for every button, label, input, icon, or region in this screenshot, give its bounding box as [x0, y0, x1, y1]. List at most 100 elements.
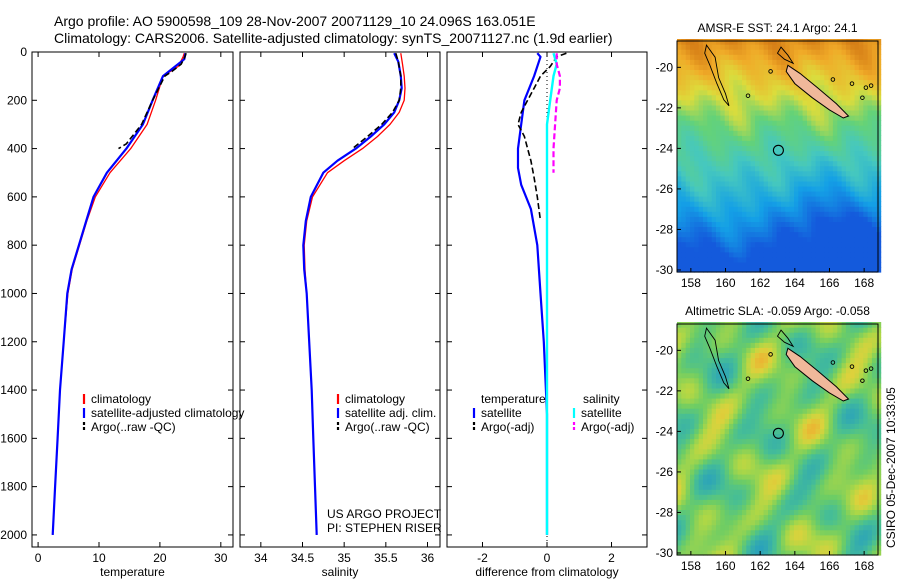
- profile-panel-1: 0 10 20 30 0 200 400 600 800 1000 1200 1400 1600 1800…: [0, 45, 234, 579]
- y-tick-label: 1600: [0, 431, 27, 445]
- island-marker: [768, 69, 773, 74]
- y-tick-label: 600: [7, 190, 27, 204]
- legend-satellite: satellite adj. clim.: [336, 406, 436, 420]
- island-marker: [849, 364, 855, 369]
- y-tick-label: 200: [7, 93, 27, 107]
- x-tick-label: 164: [785, 276, 805, 290]
- sla-map: 158 160 162 164 166 168 -20 -22 -24 -26 -28 -30 Alti…: [656, 304, 882, 573]
- figure-title-line1: Argo profile: AO 5900598_109 28-Nov-2007…: [54, 13, 536, 29]
- y-tick-label: 1800: [0, 480, 27, 494]
- x-tick-label: 158: [681, 276, 701, 290]
- x-tick-label: 35.5: [374, 551, 398, 565]
- side-stamp: CSIRO 05-Dec-2007 10:33:05: [884, 387, 898, 548]
- legend-label: Argo(-adj): [481, 420, 534, 434]
- y-tick-label: 800: [7, 238, 27, 252]
- x-tick-label: 30: [214, 551, 228, 565]
- legend-climatology: climatology: [82, 392, 151, 406]
- y-tick-label: -22: [656, 101, 674, 115]
- legend-label: satellite: [481, 406, 522, 420]
- x-tick-label: 0: [544, 551, 551, 565]
- series-line: [51, 52, 187, 535]
- x-tick-label: 35: [337, 551, 351, 565]
- island-marker: [745, 376, 751, 381]
- y-tick-label: -28: [656, 222, 674, 236]
- x-tick-label: 162: [750, 276, 770, 290]
- legend-argo: Argo(..raw -QC): [82, 420, 176, 434]
- legend-title-salinity: salinity: [583, 392, 620, 406]
- y-tick-label: -30: [656, 546, 674, 560]
- map-frame: [676, 40, 879, 273]
- project-text-line1: US ARGO PROJECT: [327, 507, 442, 521]
- x-tick-label: 2: [608, 551, 615, 565]
- map-frame: [676, 323, 879, 556]
- x-tick-label: 160: [716, 276, 736, 290]
- x-axis-label: temperature: [100, 565, 165, 579]
- y-tick-label: -26: [656, 182, 674, 196]
- plot-frame: [239, 51, 441, 548]
- y-tick-label: 2000: [0, 528, 27, 542]
- island-marker: [849, 81, 855, 86]
- x-tick-label: 20: [153, 551, 167, 565]
- y-tick-label: -22: [656, 384, 674, 398]
- island-marker: [830, 360, 836, 365]
- x-axis-label: salinity: [322, 565, 359, 579]
- x-tick-label: 0: [35, 551, 42, 565]
- new-caledonia-island: [785, 64, 850, 119]
- y-tick-label: -20: [656, 60, 674, 74]
- y-tick-label: 0: [20, 45, 27, 59]
- legend-label: satellite adj. clim.: [345, 406, 436, 420]
- sst-map: 158 160 162 164 166 168 -20 -22 -24 -26 -28 -30 AMSR…: [656, 21, 882, 290]
- island-marker: [863, 368, 869, 373]
- legend-label: satellite-adjusted climatology: [91, 406, 244, 420]
- map-title: Altimetric SLA: -0.059 Argo: -0.058: [685, 304, 870, 318]
- legend-sal-satellite: satellite: [572, 406, 622, 420]
- x-tick-label: 10: [92, 551, 106, 565]
- x-tick-label: 36: [421, 551, 435, 565]
- reef-outline: [704, 44, 730, 107]
- field-cells: [677, 39, 882, 273]
- legend-temp-argo: Argo(-adj): [472, 420, 534, 434]
- x-tick-label: 34.5: [291, 551, 315, 565]
- series-line: [552, 53, 561, 173]
- island-marker: [860, 378, 865, 383]
- island-marker: [745, 93, 751, 98]
- y-tick-label: 1200: [0, 335, 27, 349]
- legend-temp-satellite: satellite: [472, 406, 522, 420]
- new-caledonia-island: [785, 347, 850, 402]
- legend-climatology: climatology: [336, 392, 405, 406]
- series-line: [516, 52, 549, 535]
- legend-satellite: satellite-adjusted climatology: [82, 406, 244, 420]
- series-line: [517, 52, 567, 222]
- y-tick-label: -24: [656, 424, 674, 438]
- argo-position-marker: [772, 144, 784, 156]
- argo-position-marker: [772, 427, 784, 439]
- x-tick-label: 168: [854, 276, 874, 290]
- x-tick-label: 162: [750, 559, 770, 573]
- y-tick-label: 1400: [0, 383, 27, 397]
- profile-panel-2: 34 34.5 35 35.5 36 salinity: [239, 51, 441, 579]
- legend-label: Argo(..raw -QC): [345, 420, 430, 434]
- y-tick-label: 400: [7, 142, 27, 156]
- island-marker: [830, 77, 836, 82]
- series-line: [351, 52, 402, 150]
- figure-title-line2: Climatology: CARS2006. Satellite-adjuste…: [54, 30, 613, 46]
- x-tick-label: 164: [785, 559, 805, 573]
- island-marker: [863, 85, 869, 90]
- y-tick-label: -20: [656, 343, 674, 357]
- x-tick-label: -2: [477, 551, 488, 565]
- field-cells: [677, 322, 882, 556]
- legend-label: Argo(-adj): [581, 420, 634, 434]
- y-tick-label: -28: [656, 505, 674, 519]
- legend-label: satellite: [581, 406, 622, 420]
- reef-outline: [704, 327, 730, 390]
- legend-argo: Argo(..raw -QC): [336, 420, 430, 434]
- x-tick-label: 168: [854, 559, 874, 573]
- island-marker: [868, 83, 874, 88]
- x-tick-label: 166: [819, 559, 839, 573]
- reef-outline: [776, 329, 795, 348]
- x-tick-label: 160: [716, 559, 736, 573]
- project-text-line2: PI: STEPHEN RISER: [327, 521, 442, 535]
- y-tick-label: -24: [656, 141, 674, 155]
- x-axis-label: difference from climatology: [475, 565, 618, 579]
